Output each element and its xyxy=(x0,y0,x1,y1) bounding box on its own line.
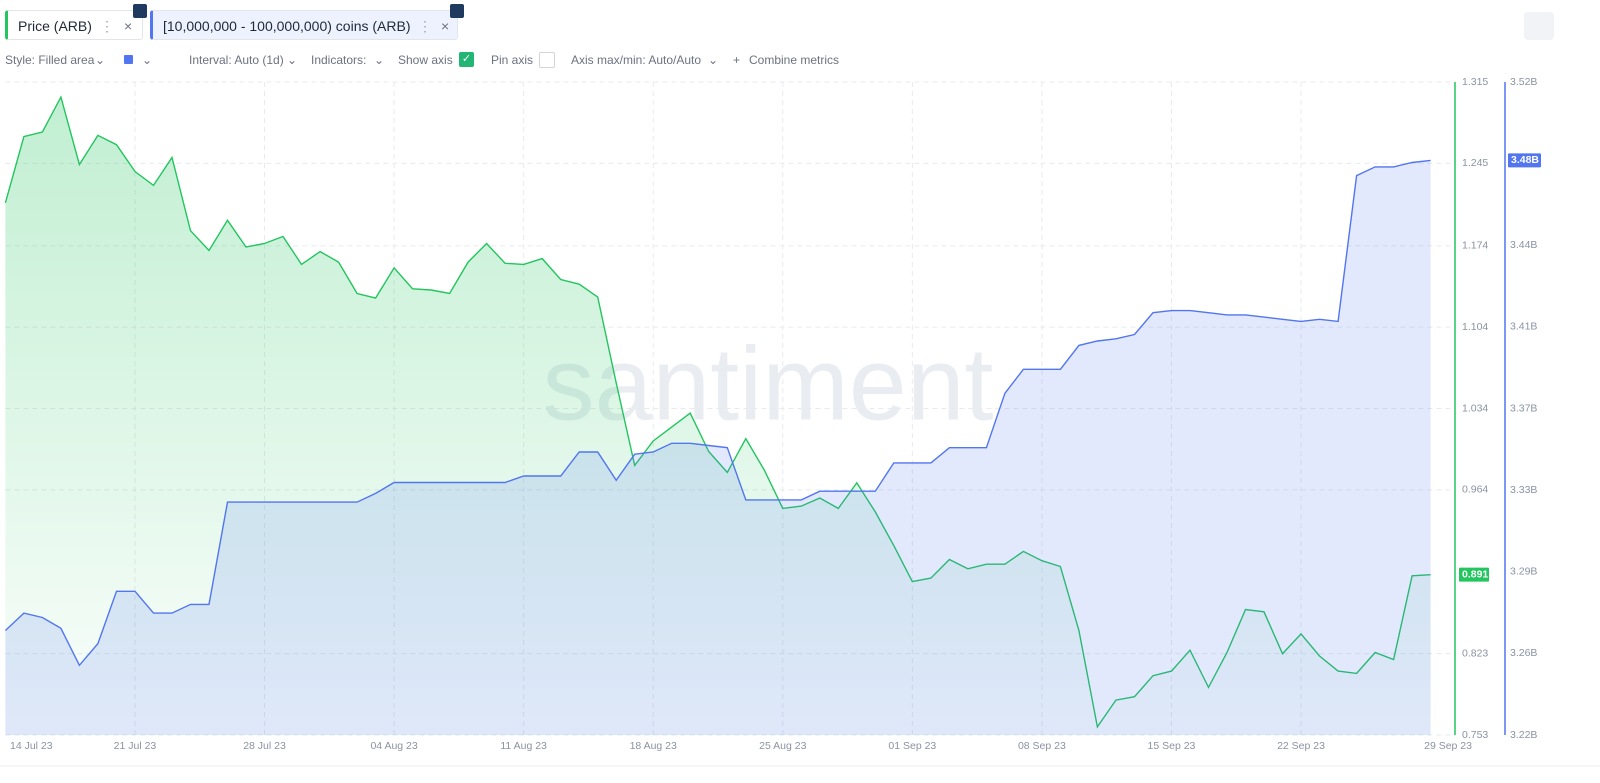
y2-tick-label: 3.48B xyxy=(1510,157,1537,169)
y-tick-label: 0.753 xyxy=(1462,729,1488,741)
x-tick-label: 01 Sep 23 xyxy=(888,740,936,752)
x-tick-label: 04 Aug 23 xyxy=(370,740,417,752)
y2-tick-label: 3.44B xyxy=(1510,239,1537,251)
show-axis[interactable]: Show axis xyxy=(398,53,453,67)
value-badge xyxy=(1459,567,1489,582)
style-select[interactable]: Style: Filled area xyxy=(5,53,95,67)
area-fill xyxy=(5,160,1431,735)
combine-metrics[interactable]: Combine metrics xyxy=(749,53,840,67)
y2-tick-label: 3.29B xyxy=(1510,566,1537,578)
checkbox[interactable]: ✓ xyxy=(459,52,474,67)
x-tick-label: 25 Aug 23 xyxy=(759,740,806,752)
area-fill xyxy=(5,97,1431,736)
checkbox[interactable] xyxy=(539,52,555,68)
series-line xyxy=(4,95,1431,729)
y2-tick-label: 3.26B xyxy=(1510,647,1537,659)
x-tick-label: 14 Jul 23 xyxy=(10,740,53,752)
y2-tick-label: 3.52B xyxy=(1510,76,1537,88)
y-tick-label: 0.964 xyxy=(1462,484,1488,496)
watermark: santiment xyxy=(543,326,994,442)
x-tick-label: 18 Aug 23 xyxy=(630,740,677,752)
y-tick-label: 1.174 xyxy=(1462,240,1488,252)
tab[interactable]: Price (ARB) ⋮ × xyxy=(5,10,143,40)
tab-label: Price (ARB) xyxy=(18,18,92,34)
color-picker[interactable] xyxy=(124,55,133,64)
x-tick-label: 11 Aug 23 xyxy=(500,740,547,752)
y-tick-label: 1.245 xyxy=(1462,157,1488,169)
icon xyxy=(133,4,147,18)
tab-label: [10,000,000 - 100,000,000) coins (ARB) xyxy=(163,18,411,34)
y-tick-label: 1.315 xyxy=(1462,76,1488,88)
x-tick-label: 22 Sep 23 xyxy=(1277,740,1325,752)
y2-tick-label: 3.22B xyxy=(1510,729,1537,741)
x-tick-label: 08 Sep 23 xyxy=(1018,740,1066,752)
icon xyxy=(450,4,464,18)
x-tick-label: 15 Sep 23 xyxy=(1148,740,1196,752)
x-tick-label: 21 Jul 23 xyxy=(114,740,157,752)
pin-axis[interactable]: Pin axis xyxy=(491,53,534,67)
value-badge xyxy=(1508,153,1541,168)
y-tick-label: 0.823 xyxy=(1462,647,1488,659)
y-tick-label: 1.034 xyxy=(1462,402,1488,414)
settings-button[interactable] xyxy=(1524,12,1554,40)
y2-tick-label: 3.33B xyxy=(1510,484,1537,496)
axis-select[interactable]: Axis max/min: Auto/Auto xyxy=(571,53,702,67)
y2-tick-label: 3.41B xyxy=(1510,321,1537,333)
series-line xyxy=(4,159,1431,667)
x-tick-label: 29 Sep 23 xyxy=(1424,740,1472,752)
indicators-select[interactable]: Indicators: xyxy=(311,53,367,67)
value-label: 3.48B xyxy=(1511,154,1539,166)
interval-select[interactable]: Interval: Auto (1d) xyxy=(189,53,284,67)
tab[interactable]: [10,000,000 - 100,000,000) coins (ARB) ⋮ × xyxy=(150,10,458,40)
x-tick-label: 28 Jul 23 xyxy=(243,740,286,752)
y-tick-label: 1.104 xyxy=(1462,321,1488,333)
y2-tick-label: 3.37B xyxy=(1510,402,1537,414)
value-label: 0.891 xyxy=(1462,568,1488,580)
